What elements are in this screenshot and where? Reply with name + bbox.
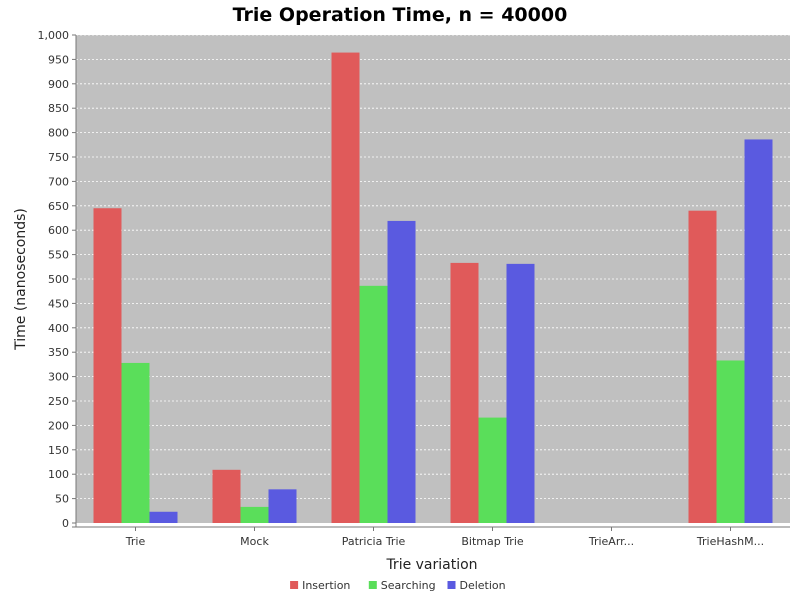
- legend-swatch-deletion: [447, 581, 456, 589]
- bars: [93, 52, 773, 524]
- bar-searching: [359, 285, 388, 523]
- y-tick-label: 400: [48, 322, 69, 335]
- bar-insertion: [331, 52, 360, 524]
- y-tick-label: 650: [48, 200, 69, 213]
- y-tick-label: 150: [48, 444, 69, 457]
- y-tick-label: 300: [48, 371, 69, 384]
- legend-label: Deletion: [460, 579, 506, 592]
- y-tick-label: 600: [48, 224, 69, 237]
- y-tick-label: 900: [48, 78, 69, 91]
- gridlines: [76, 34, 790, 500]
- bar-deletion: [268, 489, 297, 523]
- bar-deletion: [387, 220, 416, 524]
- x-tick-label: TrieArr...: [588, 535, 634, 548]
- legend: Insertion Searching Deletion: [290, 579, 506, 592]
- bar-deletion: [744, 139, 773, 523]
- bar-insertion: [688, 210, 717, 523]
- y-tick-label: 950: [48, 53, 69, 66]
- y-tick-label: 850: [48, 102, 69, 115]
- x-tick-label: TrieHashM...: [696, 535, 764, 548]
- bar-insertion: [212, 469, 241, 523]
- legend-swatch-insertion: [290, 581, 299, 589]
- y-tick-label: 250: [48, 395, 69, 408]
- x-tick-label: Mock: [240, 535, 269, 548]
- x-tick-label: Trie: [125, 535, 146, 548]
- bar-insertion: [450, 262, 479, 523]
- x-tick-label: Bitmap Trie: [461, 535, 524, 548]
- y-tick-label: 800: [48, 127, 69, 140]
- bar-searching: [240, 506, 269, 523]
- y-axis-label: Time (nanoseconds): [13, 208, 29, 351]
- bar-searching: [121, 362, 150, 523]
- y-tick-label: 350: [48, 346, 69, 359]
- y-tick-label: 550: [48, 249, 69, 262]
- legend-label: Insertion: [302, 579, 350, 592]
- bar-deletion: [506, 263, 535, 523]
- legend-label: Searching: [381, 579, 436, 592]
- y-axis: 0 50 100 150 200 250 300 350 400 450 500 550 600 650 7…: [38, 29, 77, 530]
- y-tick-label: 700: [48, 175, 69, 188]
- y-tick-label: 100: [48, 468, 69, 481]
- y-tick-label: 1,000: [38, 29, 70, 42]
- y-tick-label: 450: [48, 297, 69, 310]
- legend-swatch-searching: [368, 581, 377, 589]
- x-axis-label: Trie variation: [385, 557, 477, 573]
- y-tick-label: 0: [62, 517, 69, 530]
- bar-searching: [716, 360, 745, 523]
- bar-deletion: [149, 511, 178, 523]
- bar-insertion: [93, 208, 122, 524]
- bar-searching: [478, 417, 507, 523]
- y-tick-label: 50: [55, 493, 69, 506]
- y-tick-label: 200: [48, 419, 69, 432]
- y-tick-label: 500: [48, 273, 69, 286]
- y-tick-label: 750: [48, 151, 69, 164]
- x-axis: Trie Mock Patricia Trie Bitmap Trie TrieArr.…: [72, 526, 790, 548]
- chart-title: Trie Operation Time, n = 40000: [233, 4, 568, 26]
- x-tick-label: Patricia Trie: [342, 535, 406, 548]
